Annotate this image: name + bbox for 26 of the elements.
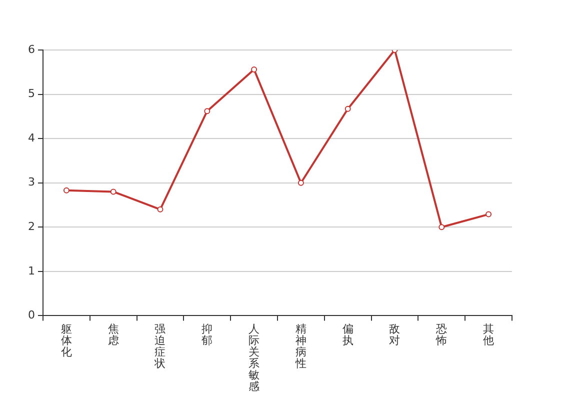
- point: [63, 187, 70, 194]
- y-tick-label: 3: [28, 176, 35, 189]
- y-tick-label: 6: [28, 42, 35, 56]
- x-tick-label: 恐怖: [435, 322, 448, 347]
- y-tick-label: 5: [28, 87, 35, 100]
- point: [251, 66, 258, 72]
- y-tick-label: 4: [28, 131, 35, 144]
- point: [157, 206, 164, 212]
- point: [438, 224, 445, 230]
- y-tick-label: 0: [28, 308, 35, 322]
- y-tick-label: 1: [28, 264, 35, 278]
- x-tick-label: 焦虑: [108, 322, 119, 347]
- x-tick-label: 强迫症状: [154, 322, 166, 370]
- point: [298, 180, 304, 186]
- point: [110, 188, 116, 195]
- y-tick-label: 2: [28, 220, 35, 233]
- x-tick-label: 敌对: [389, 322, 400, 347]
- x-tick-label: 抑郁: [202, 322, 213, 347]
- x-tick-label: 人际关系敏感: [248, 322, 260, 394]
- x-tick-label: 偏执: [342, 322, 354, 347]
- point: [486, 211, 492, 218]
- x-tick-label: 其他: [483, 322, 494, 347]
- x-tick-label: 躯体化: [60, 322, 72, 358]
- x-tick-label: 精神病性: [294, 322, 306, 370]
- point: [204, 108, 210, 114]
- point: [344, 106, 351, 112]
